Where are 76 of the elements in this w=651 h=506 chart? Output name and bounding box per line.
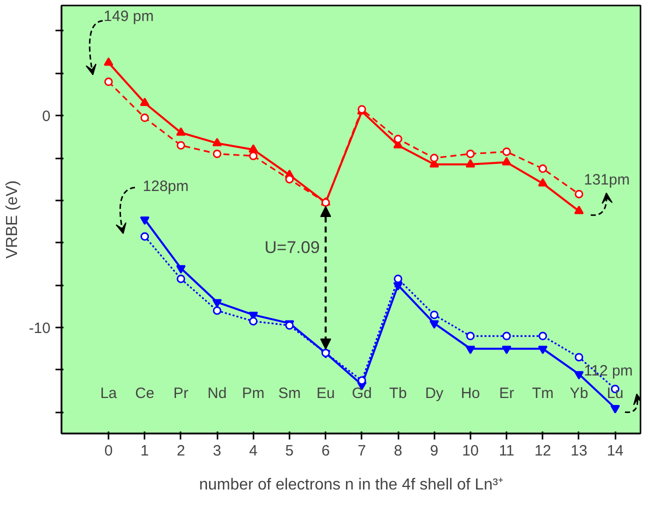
- annotation: 128pm: [142, 178, 189, 195]
- point: [248, 144, 258, 153]
- x-tick-label: 2: [176, 442, 186, 460]
- point: [212, 150, 222, 158]
- x-axis-title: number of electrons n in the 4f shell of Ln³⁺: [199, 476, 503, 494]
- y-tick-label: -10: [28, 320, 51, 338]
- point: [466, 346, 476, 354]
- annotation: Lu: [606, 385, 624, 402]
- x-tick-label: 5: [285, 442, 294, 460]
- point: [176, 141, 186, 150]
- point: [610, 405, 620, 414]
- annotation: 149 pm: [104, 8, 154, 26]
- annotation: Tm: [532, 385, 554, 402]
- x-tick-label: 4: [249, 442, 258, 460]
- point: [538, 164, 548, 173]
- x-tick-label: 11: [498, 442, 514, 460]
- x-tick-label: 1: [140, 442, 149, 460]
- point: [212, 299, 222, 308]
- annotation: Gd: [352, 385, 372, 402]
- x-tick-label: 8: [394, 442, 402, 460]
- point: [104, 57, 114, 66]
- annotation: Er: [499, 385, 514, 402]
- x-tick-label: 0: [104, 442, 113, 460]
- point: [394, 274, 402, 284]
- point: [502, 346, 512, 354]
- x-tick-label: 6: [322, 442, 330, 460]
- annotation: La: [100, 385, 118, 402]
- annotation: Yb: [570, 385, 588, 402]
- point: [538, 346, 548, 354]
- x-tick-label: 13: [570, 442, 588, 460]
- point: [574, 371, 584, 380]
- point: [574, 206, 584, 214]
- point: [502, 156, 512, 166]
- point: [176, 127, 186, 136]
- point: [429, 320, 439, 329]
- annotation: U=7.09: [264, 238, 320, 258]
- annotation: Nd: [208, 385, 227, 402]
- x-tick-label: 7: [358, 442, 366, 460]
- point: [249, 152, 258, 160]
- point: [394, 134, 402, 144]
- annotation: Dy: [425, 385, 444, 402]
- point: [140, 114, 149, 122]
- point: [140, 232, 149, 241]
- x-tick-label: 12: [534, 442, 552, 460]
- annotation: Pr: [173, 385, 188, 402]
- point: [104, 78, 113, 86]
- annotation: Eu: [316, 385, 335, 402]
- point: [140, 98, 150, 106]
- point: [212, 138, 222, 146]
- x-tick-label: 3: [212, 442, 222, 460]
- point: [502, 147, 511, 156]
- point: [430, 310, 438, 320]
- point: [466, 332, 475, 340]
- point: [212, 306, 222, 315]
- point: [466, 150, 475, 158]
- point: [176, 265, 186, 274]
- point: [538, 178, 548, 187]
- point: [538, 332, 548, 340]
- point: [249, 316, 258, 326]
- x-tick-label: 10: [462, 442, 479, 460]
- point: [502, 332, 511, 340]
- annotation: Pm: [242, 385, 265, 402]
- point: [574, 352, 584, 362]
- x-tick-label: 14: [606, 442, 624, 460]
- x-tick-label: 9: [430, 442, 438, 460]
- point: [140, 216, 150, 225]
- annotation: Ce: [135, 385, 154, 402]
- point: [176, 274, 186, 284]
- annotation: Tb: [389, 385, 407, 402]
- point: [466, 159, 476, 168]
- y-axis-title: VRBE (eV): [4, 180, 21, 259]
- annotation: 131pm: [584, 172, 630, 189]
- annotation: Sm: [278, 385, 301, 402]
- point: [430, 154, 438, 162]
- point: [574, 190, 584, 198]
- annotation: Ho: [460, 385, 480, 402]
